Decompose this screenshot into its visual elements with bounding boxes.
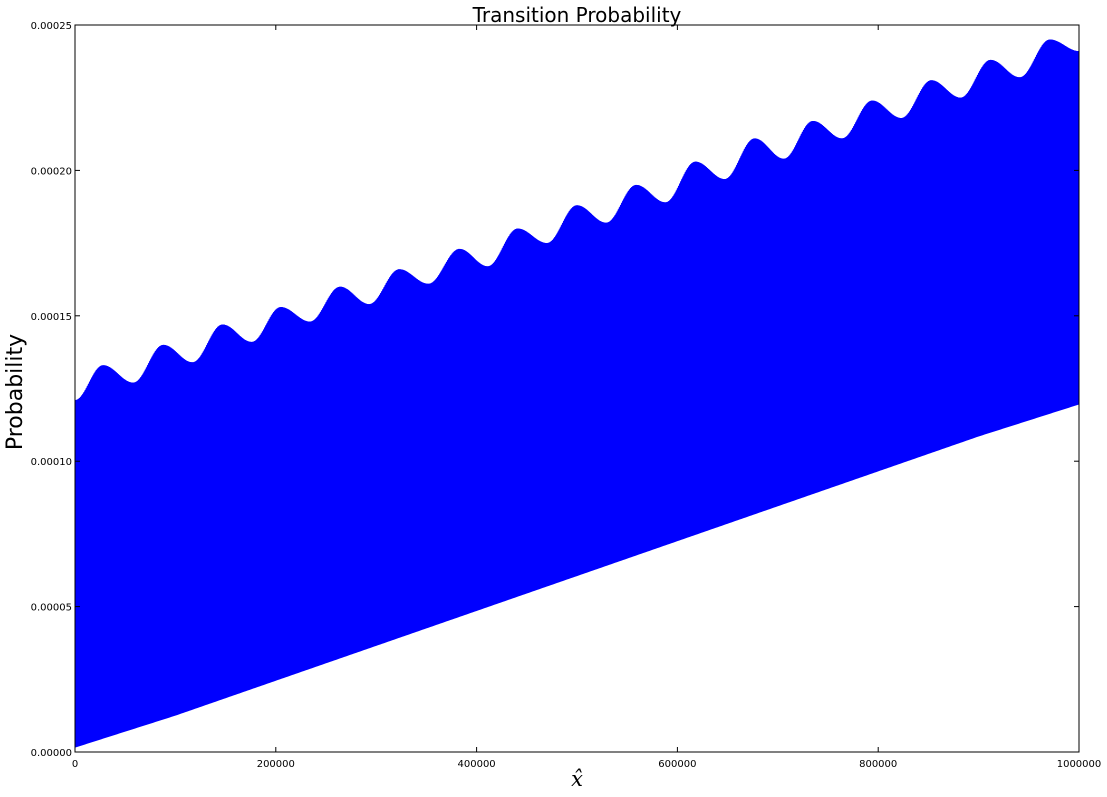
y-tick-label: 0.00015 bbox=[31, 312, 72, 323]
x-tick-label: 200000 bbox=[257, 759, 295, 770]
axes-frame bbox=[74, 24, 1080, 753]
chart-title: Transition Probability bbox=[472, 3, 682, 27]
x-axis: 0 200000 400000 600000 800000 1000000 bbox=[72, 25, 1101, 770]
x-tick-label: 0 bbox=[72, 759, 78, 770]
y-axis-label: Probability bbox=[3, 334, 28, 450]
x-tick-label: 1000000 bbox=[1057, 759, 1102, 770]
y-axis: 0.00000 0.00005 0.00010 0.00015 0.00020 0.000… bbox=[31, 21, 1079, 759]
x-tick-label: 800000 bbox=[859, 759, 897, 770]
y-tick-label: 0.00000 bbox=[31, 748, 72, 759]
y-tick-label: 0.00010 bbox=[31, 457, 72, 468]
series-line bbox=[74, 39, 1080, 408]
x-tick-label: 600000 bbox=[658, 759, 696, 770]
x-tick-label: 400000 bbox=[458, 759, 496, 770]
x-axis-label: x̂ bbox=[571, 767, 583, 791]
y-tick-label: 0.00005 bbox=[31, 603, 72, 614]
y-tick-label: 0.00020 bbox=[31, 166, 72, 177]
series-band bbox=[75, 39, 1079, 748]
y-tick-label: 0.00025 bbox=[31, 21, 72, 32]
plot-area bbox=[74, 39, 1080, 748]
